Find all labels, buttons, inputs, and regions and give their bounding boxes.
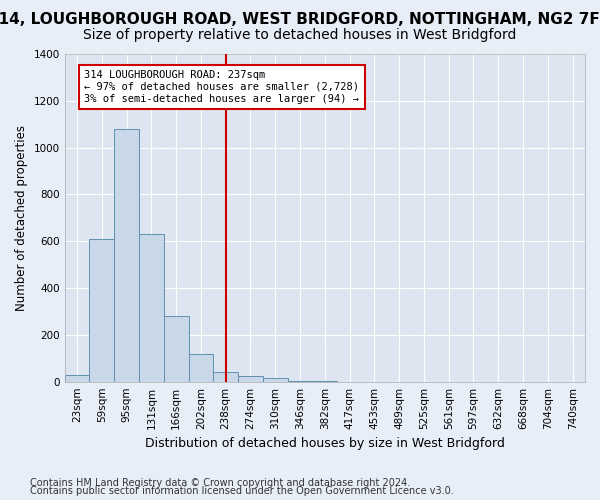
- Text: Contains HM Land Registry data © Crown copyright and database right 2024.: Contains HM Land Registry data © Crown c…: [30, 478, 410, 488]
- Bar: [188, 354, 214, 382]
- Text: 314, LOUGHBOROUGH ROAD, WEST BRIDGFORD, NOTTINGHAM, NG2 7FB: 314, LOUGHBOROUGH ROAD, WEST BRIDGFORD, …: [0, 12, 600, 28]
- Bar: [114, 129, 139, 382]
- Bar: [238, 376, 263, 382]
- Text: 314 LOUGHBOROUGH ROAD: 237sqm
← 97% of detached houses are smaller (2,728)
3% of: 314 LOUGHBOROUGH ROAD: 237sqm ← 97% of d…: [85, 70, 359, 104]
- Bar: [287, 380, 313, 382]
- Bar: [139, 234, 164, 382]
- X-axis label: Distribution of detached houses by size in West Bridgford: Distribution of detached houses by size …: [145, 437, 505, 450]
- Bar: [214, 372, 238, 382]
- Bar: [164, 316, 188, 382]
- Bar: [263, 378, 287, 382]
- Bar: [89, 239, 114, 382]
- Y-axis label: Number of detached properties: Number of detached properties: [15, 125, 28, 311]
- Bar: [65, 374, 89, 382]
- Text: Size of property relative to detached houses in West Bridgford: Size of property relative to detached ho…: [83, 28, 517, 42]
- Text: Contains public sector information licensed under the Open Government Licence v3: Contains public sector information licen…: [30, 486, 454, 496]
